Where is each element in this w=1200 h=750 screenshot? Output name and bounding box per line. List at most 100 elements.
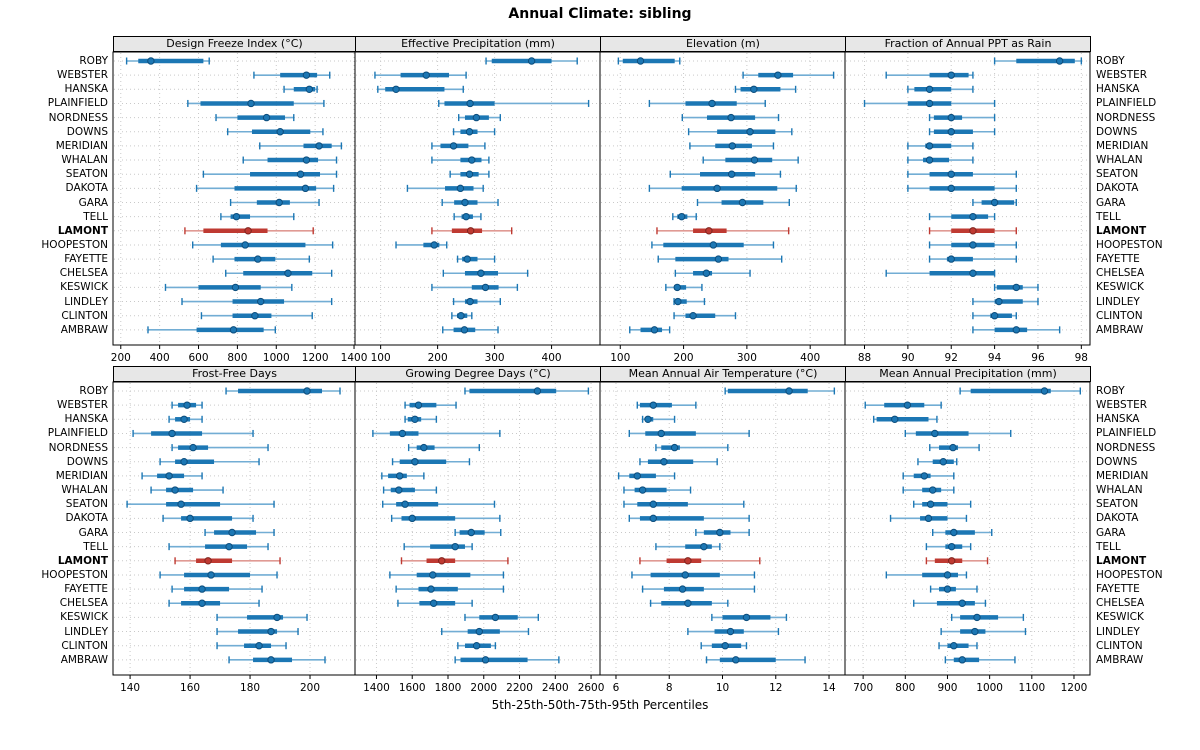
percentile-bar-lindley	[216, 627, 299, 636]
tick-label: 1000	[976, 682, 1003, 694]
percentile-bar-keswick	[665, 283, 703, 292]
percentile-bar-downs	[917, 458, 958, 466]
percentile-bar-webster	[374, 71, 467, 79]
percentile-bar-roby	[959, 387, 1082, 395]
percentile-bar-plainfield	[904, 429, 1012, 438]
site-label-left-plainfield: PLAINFIELD	[47, 427, 108, 440]
percentile-bar-fayette	[456, 255, 496, 263]
percentile-bar-ambraw	[705, 656, 806, 664]
percentile-bar-lamont	[431, 227, 513, 235]
site-label-right-chelsea: CHELSEA	[1096, 267, 1145, 280]
percentile-bar-lamont	[656, 227, 790, 235]
tick-label: 1800	[435, 682, 462, 694]
percentile-bar-lamont	[928, 227, 1017, 235]
percentile-bar-clinton	[200, 312, 313, 320]
percentile-bar-hanska	[404, 415, 438, 423]
site-label-right-keswick: KESWICK	[1096, 611, 1144, 624]
percentile-bar-gara	[441, 198, 499, 207]
site-label-right-nordness: NORDNESS	[1096, 111, 1156, 124]
percentile-bar-gara	[454, 528, 502, 537]
tick-label: 600	[189, 352, 209, 364]
percentile-bar-hanska	[872, 415, 938, 423]
site-label-right-lamont: LAMONT	[1096, 224, 1147, 237]
tick-label: 800	[895, 682, 915, 694]
tick-label: 300	[737, 352, 757, 364]
percentile-bar-fayette	[657, 255, 783, 263]
site-label-right-meridian: MERIDIAN	[1096, 139, 1149, 152]
tick-label: 400	[150, 352, 170, 364]
tick-label: 200	[674, 352, 694, 364]
band-chart-row-0: 200 400 600 800 1000 1200 1400 100 200 300 400 100 2…	[111, 51, 1091, 364]
site-label-right-tell: TELL	[1096, 210, 1121, 223]
percentile-bar-plainfield	[863, 99, 996, 108]
site-label-left-whalan: WHALAN	[61, 154, 108, 167]
percentile-bar-webster	[864, 401, 942, 409]
percentile-bar-gara	[696, 198, 790, 207]
percentile-bar-whalan	[902, 486, 955, 494]
site-label-right-hanska: HANSKA	[1096, 413, 1140, 426]
percentile-bar-lamont	[639, 557, 761, 565]
percentile-bar-chelsea	[442, 269, 529, 277]
site-label-left-keswick: KESWICK	[60, 611, 108, 624]
site-label-left-hanska: HANSKA	[64, 413, 108, 426]
percentile-bar-hanska	[377, 85, 464, 93]
percentile-bar-dakota	[390, 514, 501, 523]
percentile-bar-lindley	[687, 627, 780, 636]
percentile-bar-chelsea	[885, 269, 996, 277]
panel-design-freeze-index-c: 200 400 600 800 1000 1200 1400	[111, 51, 367, 364]
percentile-bar-gara	[229, 198, 320, 207]
percentile-bar-downs	[639, 458, 718, 466]
percentile-bar-roby	[724, 387, 836, 395]
percentile-bar-keswick	[950, 613, 1025, 622]
site-label-left-webster: WEBSTER	[56, 69, 108, 82]
percentile-bar-lindley	[940, 627, 1027, 636]
percentile-bar-lamont	[925, 557, 989, 565]
percentile-bar-dakota	[162, 514, 254, 523]
tick-label: 12	[769, 682, 782, 694]
site-label-left-meridian: MERIDIAN	[55, 139, 108, 152]
site-label-left-tell: TELL	[83, 540, 108, 553]
site-label-right-tell: TELL	[1096, 540, 1121, 553]
site-label-right-downs: DOWNS	[1096, 455, 1138, 468]
site-label-left-gara: GARA	[78, 196, 108, 209]
site-label-right-hanska: HANSKA	[1096, 83, 1140, 96]
panel-strip-design-freeze-index-c: Design Freeze Index (°C)	[113, 36, 356, 52]
percentile-bar-meridian	[907, 142, 974, 150]
percentile-bar-plainfield	[438, 99, 590, 108]
site-label-right-seaton: SEATON	[1096, 498, 1139, 511]
percentile-bar-meridian	[141, 472, 203, 480]
percentile-bar-whalan	[382, 486, 438, 494]
site-label-left-nordness: NORDNESS	[48, 441, 108, 454]
site-label-left-chelsea: CHELSEA	[59, 597, 108, 610]
percentile-bar-webster	[171, 401, 203, 409]
percentile-bar-keswick	[464, 613, 540, 622]
tick-label: 200	[428, 352, 448, 364]
site-label-right-chelsea: CHELSEA	[1096, 597, 1145, 610]
percentile-bar-lamont	[400, 557, 509, 565]
panel-elevation-m: 100 200 300 400	[599, 51, 846, 364]
site-label-left-plainfield: PLAINFIELD	[47, 97, 108, 110]
site-label-left-roby: ROBY	[79, 385, 108, 397]
tick-label: 88	[858, 352, 871, 364]
site-label-right-nordness: NORDNESS	[1096, 441, 1156, 454]
site-label-right-lindley: LINDLEY	[1096, 295, 1140, 308]
percentile-bar-dakota	[907, 184, 1017, 193]
percentile-bar-plainfield	[648, 99, 766, 108]
grid-lines	[846, 53, 1089, 344]
percentile-bar-nordness	[171, 443, 269, 452]
site-label-left-tell: TELL	[83, 210, 108, 223]
percentile-bar-clinton	[700, 642, 748, 650]
tick-label: 200	[111, 352, 131, 364]
percentile-bar-ambraw	[228, 656, 326, 664]
percentile-bar-hanska	[283, 85, 318, 93]
site-label-right-roby: ROBY	[1096, 385, 1125, 397]
tick-label: 1200	[302, 352, 329, 364]
grid-lines	[114, 383, 354, 674]
x-axis: 100 200 300 400	[371, 345, 562, 364]
percentile-bar-whalan	[242, 156, 338, 164]
percentile-bar-hanska	[734, 85, 797, 93]
site-label-left-ambraw: AMBRAW	[60, 653, 108, 666]
panel-frost-free-days: 140 160 180 200	[112, 381, 356, 694]
percentile-bar-fayette	[641, 585, 756, 593]
panel-strip-growing-degree-days-c: Growing Degree Days (°C)	[355, 366, 601, 382]
